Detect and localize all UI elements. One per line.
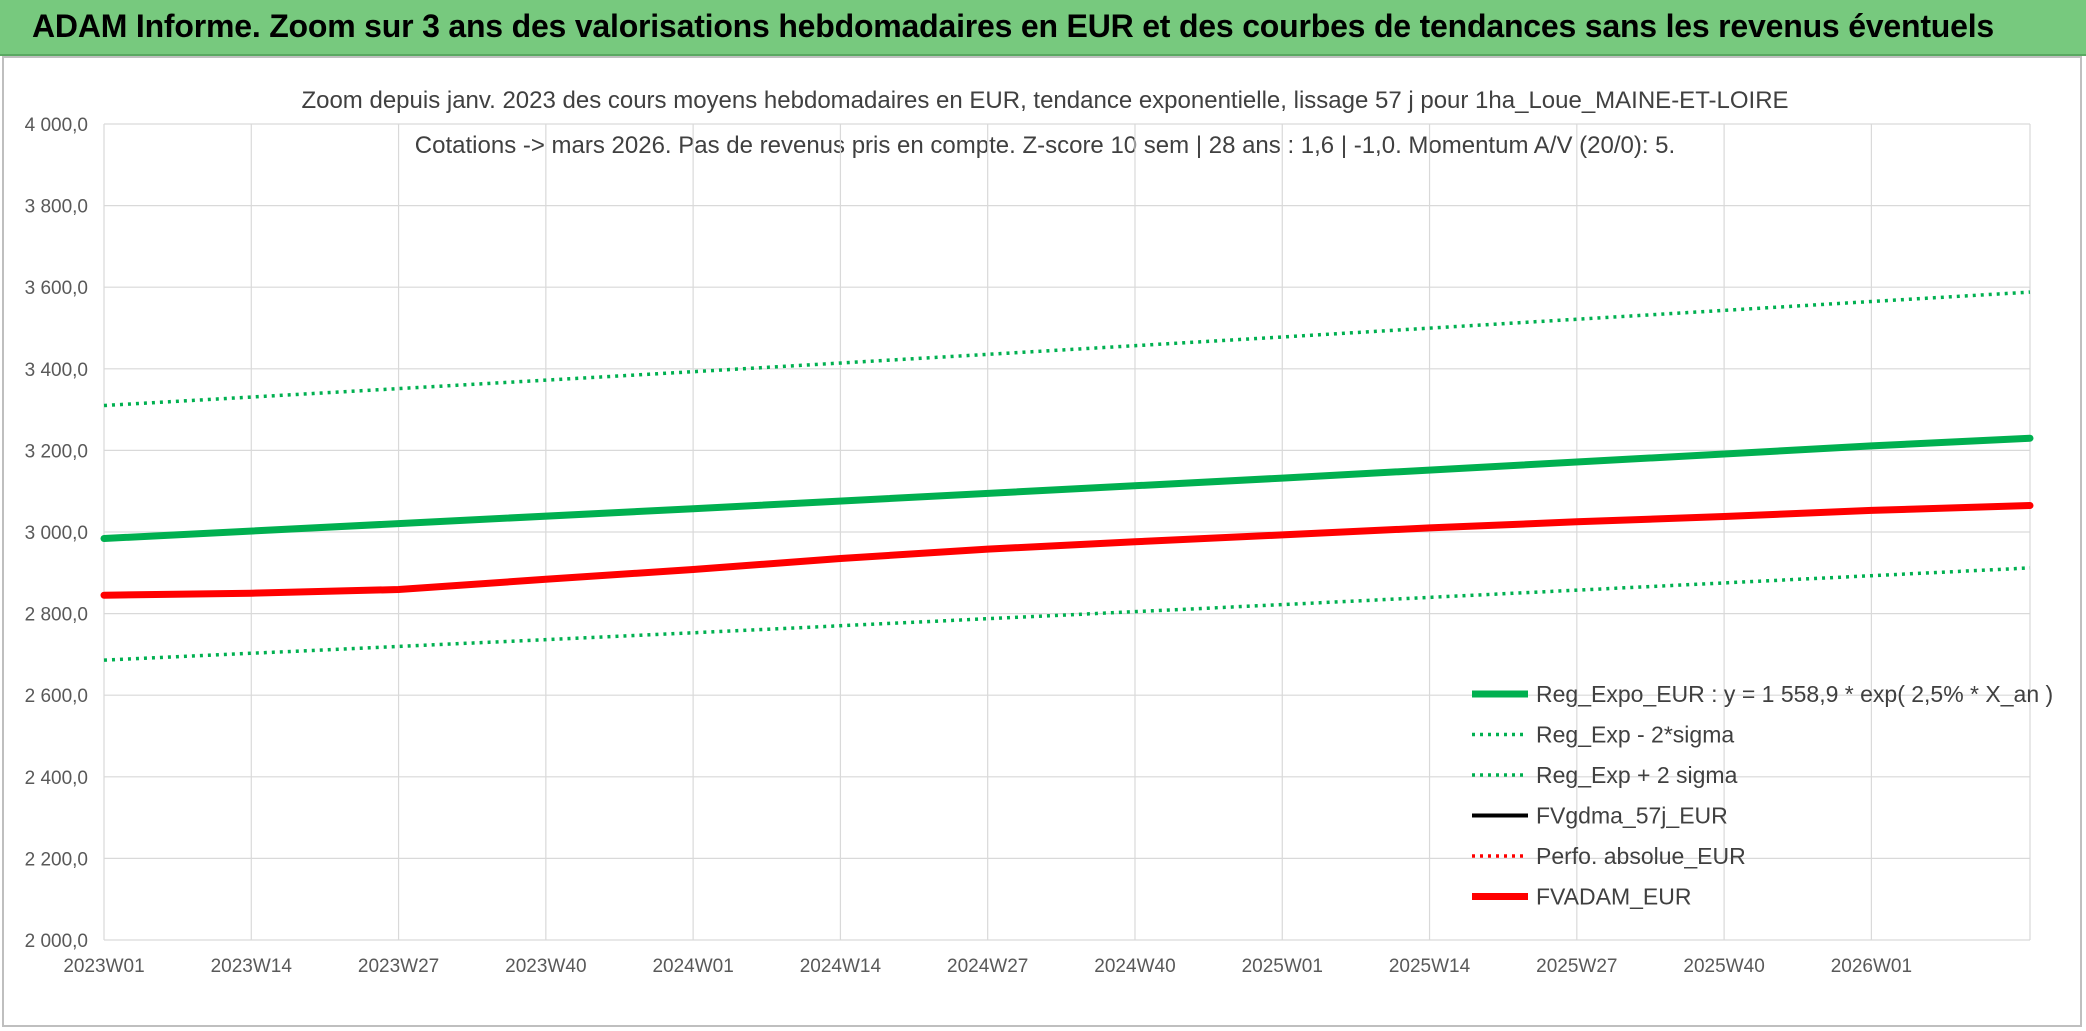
chart-subtitle: Cotations -> mars 2026. Pas de revenus p…	[415, 132, 1675, 159]
x-tick-label: 2024W01	[652, 956, 733, 977]
legend-label: Reg_Exp - 2*sigma	[1536, 722, 1734, 748]
x-tick-label: 2024W14	[800, 956, 882, 977]
y-tick-label: 3 200,0	[25, 441, 88, 462]
y-tick-label: 3 600,0	[25, 278, 88, 299]
chart-frame	[2, 56, 2082, 1027]
y-tick-label: 2 800,0	[25, 605, 88, 626]
x-tick-label: 2025W01	[1242, 956, 1323, 977]
x-tick-label: 2023W14	[211, 956, 293, 977]
series-line	[100, 502, 2034, 599]
y-tick-label: 2 200,0	[25, 849, 88, 870]
y-tick-label: 3 000,0	[25, 523, 88, 544]
y-tick-label: 2 000,0	[25, 931, 88, 952]
x-tick-label: 2025W27	[1536, 956, 1617, 977]
x-tick-label: 2024W27	[947, 956, 1028, 977]
y-tick-label: 2 600,0	[25, 686, 88, 707]
y-tick-label: 3 800,0	[25, 197, 88, 218]
x-tick-label: 2023W27	[358, 956, 439, 977]
legend-label: Reg_Expo_EUR : y = 1 558,9 * exp( 2,5% *…	[1536, 681, 2053, 707]
legend-label: FVADAM_EUR	[1536, 884, 1692, 910]
y-tick-label: 3 400,0	[25, 360, 88, 381]
x-tick-label: 2023W01	[63, 956, 144, 977]
legend-label: FVgdma_57j_EUR	[1536, 803, 1728, 829]
x-tick-label: 2025W14	[1389, 956, 1471, 977]
chart-title: Zoom depuis janv. 2023 des cours moyens …	[301, 87, 1788, 114]
report-title: ADAM Informe. Zoom sur 3 ans des valoris…	[32, 8, 1995, 44]
grid	[103, 123, 2031, 941]
x-tick-label: 2023W40	[505, 956, 586, 977]
legend-label: Reg_Exp + 2 sigma	[1536, 762, 1738, 788]
series-line	[103, 290, 2031, 408]
x-axis: 2023W01 2023W14 2023W27 2023W40 2024W01 2024W…	[63, 956, 1912, 977]
x-tick-label: 2026W01	[1831, 956, 1912, 977]
series-lines	[100, 290, 2034, 662]
report-banner: ADAM Informe. Zoom sur 3 ans des valoris…	[0, 0, 2086, 56]
x-tick-label: 2024W40	[1094, 956, 1175, 977]
series-line	[100, 434, 2034, 542]
x-tick-label: 2025W40	[1683, 956, 1764, 977]
y-axis: 2 000,0 2 200,0 2 400,0 2 600,0 2 800,0 3 000…	[25, 115, 88, 952]
legend-label: Perfo. absolue_EUR	[1536, 843, 1746, 869]
y-tick-label: 2 400,0	[25, 768, 88, 789]
legend: Reg_Expo_EUR : y = 1 558,9 * exp( 2,5% *…	[1472, 681, 2053, 910]
series-line	[103, 566, 2031, 662]
y-tick-label: 4 000,0	[25, 115, 88, 136]
